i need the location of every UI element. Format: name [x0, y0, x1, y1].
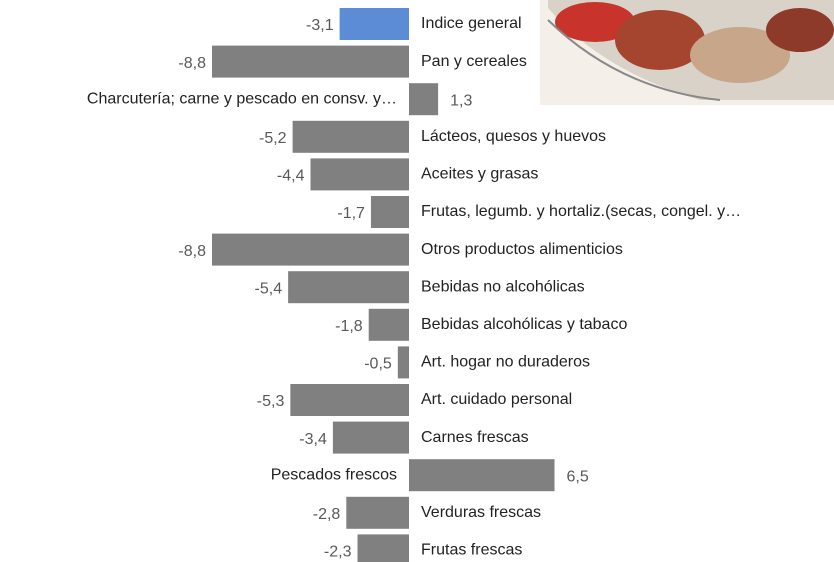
value-label: -1,7: [337, 205, 365, 222]
bar: [409, 459, 555, 492]
category-label: Art. cuidado personal: [421, 391, 572, 408]
category-label: Bebidas no alcohólicas: [421, 278, 585, 295]
category-label: Lácteos, quesos y huevos: [421, 128, 606, 145]
bar: [368, 308, 409, 341]
bar: [370, 196, 409, 228]
category-label: Art. hogar no duraderos: [421, 354, 590, 371]
category-label: Indice general: [421, 15, 522, 32]
value-label: -2,3: [324, 544, 352, 561]
category-label: Bebidas alcohólicas y tabaco: [421, 316, 627, 333]
value-label: -4,4: [277, 168, 305, 185]
category-label: Carnes frescas: [421, 429, 529, 446]
bar: [310, 158, 409, 191]
bar: [212, 45, 409, 78]
category-label: Otros productos alimenticios: [421, 241, 623, 258]
bar: [212, 233, 409, 266]
value-label: 6,5: [567, 468, 589, 485]
value-label: -5,4: [255, 280, 283, 297]
bar: [290, 384, 409, 416]
category-label: Pan y cereales: [421, 53, 527, 70]
value-label: -8,8: [178, 243, 206, 260]
value-label: -3,1: [306, 17, 334, 34]
value-label: -2,8: [313, 506, 341, 523]
basket-image: [540, 0, 834, 105]
value-label: -0,5: [364, 356, 392, 373]
bar: [292, 120, 409, 153]
bar: [397, 346, 409, 379]
category-label: Frutas, legumb. y hortaliz.(secas, conge…: [421, 203, 741, 220]
bar: [339, 8, 409, 40]
bar: [332, 421, 409, 454]
bar: [409, 83, 439, 116]
value-label: -5,2: [259, 130, 287, 147]
category-label: Frutas frescas: [421, 542, 522, 559]
value-label: 1,3: [450, 92, 472, 109]
category-label: Aceites y grasas: [421, 166, 538, 183]
bar: [288, 271, 409, 304]
bar: [346, 496, 409, 529]
bar: [357, 534, 409, 562]
value-label: -3,4: [299, 431, 327, 448]
category-label: Verduras frescas: [421, 504, 541, 521]
value-label: -5,3: [257, 393, 285, 410]
value-label: -1,8: [335, 318, 363, 335]
value-label: -8,8: [178, 55, 206, 72]
category-label: Pescados frescos: [271, 466, 397, 483]
category-label: Charcutería; carne y pescado en consv. y…: [87, 90, 397, 107]
